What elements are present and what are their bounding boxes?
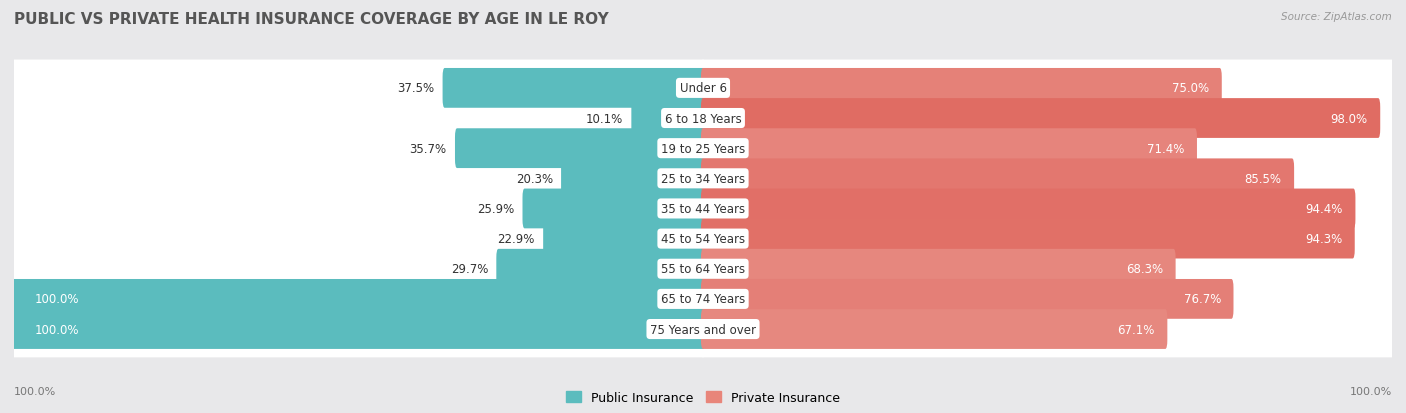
FancyBboxPatch shape bbox=[543, 219, 704, 259]
FancyBboxPatch shape bbox=[456, 129, 704, 169]
FancyBboxPatch shape bbox=[700, 211, 1406, 267]
FancyBboxPatch shape bbox=[0, 151, 706, 207]
FancyBboxPatch shape bbox=[702, 249, 1175, 289]
FancyBboxPatch shape bbox=[631, 99, 704, 139]
FancyBboxPatch shape bbox=[702, 189, 1355, 229]
Text: 98.0%: 98.0% bbox=[1330, 112, 1368, 125]
Text: Source: ZipAtlas.com: Source: ZipAtlas.com bbox=[1281, 12, 1392, 22]
Text: 71.4%: 71.4% bbox=[1147, 142, 1185, 155]
FancyBboxPatch shape bbox=[700, 271, 1406, 328]
FancyBboxPatch shape bbox=[0, 121, 706, 177]
FancyBboxPatch shape bbox=[702, 159, 1294, 199]
Text: 20.3%: 20.3% bbox=[516, 172, 553, 185]
Text: PUBLIC VS PRIVATE HEALTH INSURANCE COVERAGE BY AGE IN LE ROY: PUBLIC VS PRIVATE HEALTH INSURANCE COVER… bbox=[14, 12, 609, 27]
Text: Under 6: Under 6 bbox=[679, 82, 727, 95]
Text: 100.0%: 100.0% bbox=[35, 293, 79, 306]
FancyBboxPatch shape bbox=[700, 90, 1406, 147]
FancyBboxPatch shape bbox=[523, 189, 704, 229]
Text: 45 to 54 Years: 45 to 54 Years bbox=[661, 233, 745, 245]
FancyBboxPatch shape bbox=[443, 69, 704, 109]
Text: 68.3%: 68.3% bbox=[1126, 263, 1163, 275]
FancyBboxPatch shape bbox=[13, 309, 704, 349]
Text: 76.7%: 76.7% bbox=[1184, 293, 1220, 306]
FancyBboxPatch shape bbox=[0, 90, 706, 147]
Text: 25.9%: 25.9% bbox=[477, 202, 515, 216]
FancyBboxPatch shape bbox=[702, 99, 1381, 139]
FancyBboxPatch shape bbox=[0, 60, 706, 117]
Text: 6 to 18 Years: 6 to 18 Years bbox=[665, 112, 741, 125]
FancyBboxPatch shape bbox=[700, 301, 1406, 358]
FancyBboxPatch shape bbox=[700, 151, 1406, 207]
FancyBboxPatch shape bbox=[0, 180, 706, 237]
Text: 22.9%: 22.9% bbox=[498, 233, 534, 245]
Text: 35 to 44 Years: 35 to 44 Years bbox=[661, 202, 745, 216]
Text: 94.3%: 94.3% bbox=[1305, 233, 1343, 245]
Text: 65 to 74 Years: 65 to 74 Years bbox=[661, 293, 745, 306]
FancyBboxPatch shape bbox=[0, 271, 706, 328]
Text: 67.1%: 67.1% bbox=[1118, 323, 1154, 336]
FancyBboxPatch shape bbox=[702, 309, 1167, 349]
FancyBboxPatch shape bbox=[0, 301, 706, 358]
FancyBboxPatch shape bbox=[700, 121, 1406, 177]
Text: 85.5%: 85.5% bbox=[1244, 172, 1282, 185]
FancyBboxPatch shape bbox=[700, 241, 1406, 297]
Text: 37.5%: 37.5% bbox=[396, 82, 434, 95]
FancyBboxPatch shape bbox=[0, 241, 706, 297]
Text: 29.7%: 29.7% bbox=[451, 263, 488, 275]
Text: 75 Years and over: 75 Years and over bbox=[650, 323, 756, 336]
Text: 19 to 25 Years: 19 to 25 Years bbox=[661, 142, 745, 155]
FancyBboxPatch shape bbox=[700, 180, 1406, 237]
Legend: Public Insurance, Private Insurance: Public Insurance, Private Insurance bbox=[561, 386, 845, 409]
Text: 100.0%: 100.0% bbox=[35, 323, 79, 336]
Text: 25 to 34 Years: 25 to 34 Years bbox=[661, 172, 745, 185]
FancyBboxPatch shape bbox=[702, 129, 1197, 169]
Text: 10.1%: 10.1% bbox=[586, 112, 623, 125]
FancyBboxPatch shape bbox=[702, 279, 1233, 319]
Text: 100.0%: 100.0% bbox=[1350, 387, 1392, 396]
FancyBboxPatch shape bbox=[496, 249, 704, 289]
FancyBboxPatch shape bbox=[702, 69, 1222, 109]
FancyBboxPatch shape bbox=[13, 279, 704, 319]
Text: 100.0%: 100.0% bbox=[14, 387, 56, 396]
Text: 75.0%: 75.0% bbox=[1173, 82, 1209, 95]
FancyBboxPatch shape bbox=[0, 211, 706, 267]
FancyBboxPatch shape bbox=[700, 60, 1406, 117]
FancyBboxPatch shape bbox=[561, 159, 704, 199]
FancyBboxPatch shape bbox=[702, 219, 1355, 259]
Text: 35.7%: 35.7% bbox=[409, 142, 447, 155]
Text: 55 to 64 Years: 55 to 64 Years bbox=[661, 263, 745, 275]
Text: 94.4%: 94.4% bbox=[1306, 202, 1343, 216]
